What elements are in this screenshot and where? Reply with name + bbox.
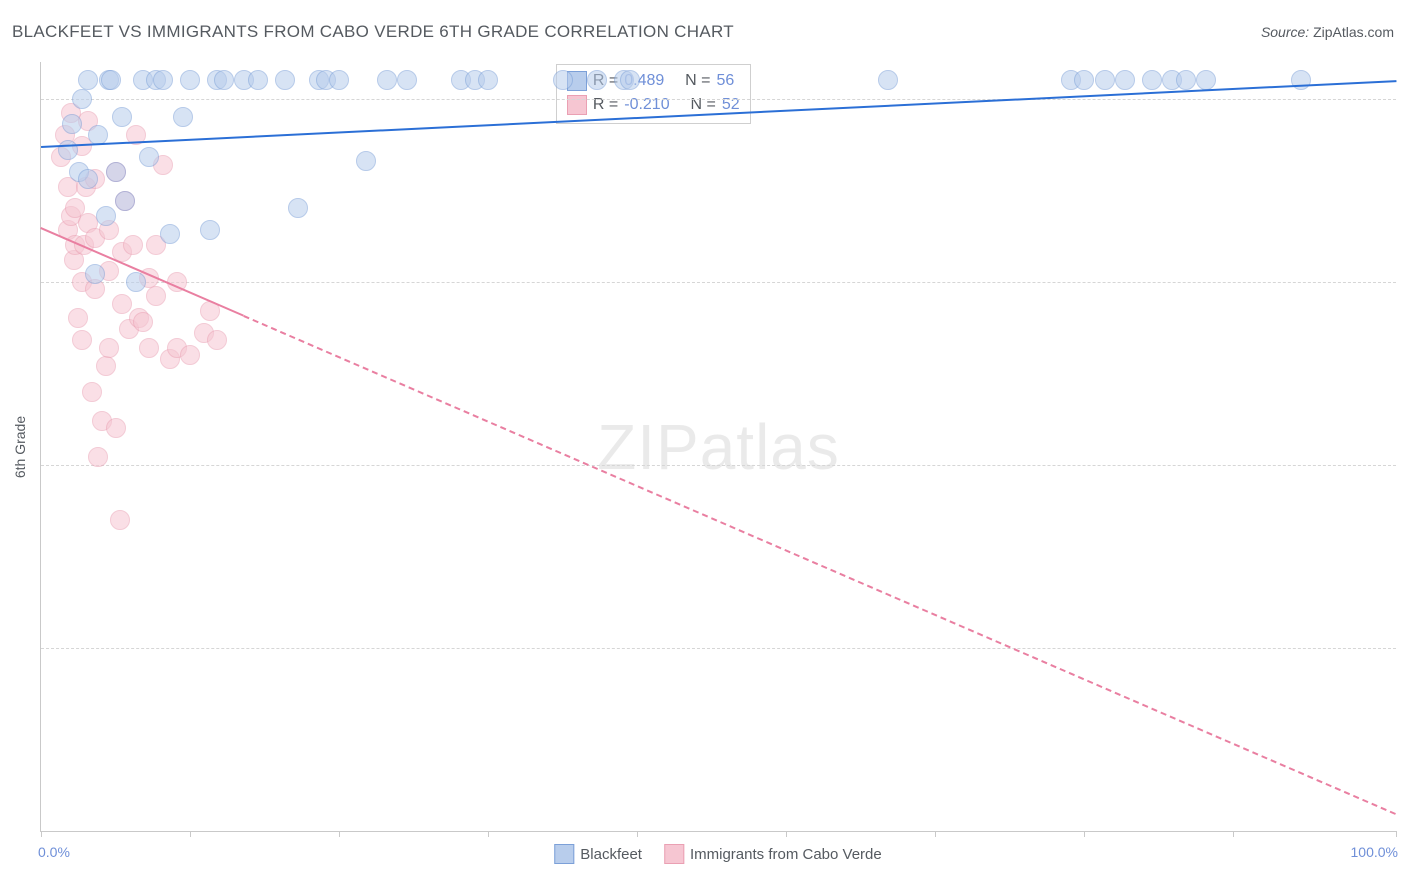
- gridline: [41, 648, 1396, 649]
- marker-blackfeet: [139, 147, 159, 167]
- marker-blackfeet: [115, 191, 135, 211]
- marker-blackfeet: [153, 70, 173, 90]
- marker-caboverde: [88, 447, 108, 467]
- legend-item-caboverde: Immigrants from Cabo Verde: [664, 844, 882, 864]
- gridline: [41, 465, 1396, 466]
- y-axis-label: 6th Grade: [12, 416, 28, 478]
- marker-blackfeet: [126, 272, 146, 292]
- watermark: ZIPatlas: [597, 410, 840, 484]
- marker-caboverde: [110, 510, 130, 530]
- marker-blackfeet: [248, 70, 268, 90]
- marker-blackfeet: [553, 70, 573, 90]
- marker-blackfeet: [78, 169, 98, 189]
- x-tick: [190, 831, 191, 837]
- legend-item-blackfeet: Blackfeet: [554, 844, 642, 864]
- n-label-a: N =: [685, 72, 710, 90]
- marker-blackfeet: [329, 70, 349, 90]
- marker-blackfeet: [180, 70, 200, 90]
- marker-blackfeet: [1176, 70, 1196, 90]
- marker-blackfeet: [620, 70, 640, 90]
- marker-caboverde: [72, 330, 92, 350]
- x-tick: [339, 831, 340, 837]
- chart-header: BLACKFEET VS IMMIGRANTS FROM CABO VERDE …: [12, 22, 1394, 42]
- watermark-atlas: atlas: [700, 411, 840, 483]
- marker-caboverde: [112, 294, 132, 314]
- swatch-blackfeet-icon: [554, 844, 574, 864]
- legend-label-blackfeet: Blackfeet: [580, 846, 642, 863]
- gridline: [41, 282, 1396, 283]
- marker-blackfeet: [1074, 70, 1094, 90]
- marker-caboverde: [207, 330, 227, 350]
- y-tick-label: 90.0%: [1401, 457, 1406, 473]
- marker-blackfeet: [397, 70, 417, 90]
- marker-blackfeet: [288, 198, 308, 218]
- marker-blackfeet: [1291, 70, 1311, 90]
- marker-blackfeet: [200, 220, 220, 240]
- x-tick: [1084, 831, 1085, 837]
- marker-caboverde: [96, 356, 116, 376]
- x-tick: [935, 831, 936, 837]
- marker-blackfeet: [1142, 70, 1162, 90]
- marker-caboverde: [82, 382, 102, 402]
- marker-caboverde: [133, 312, 153, 332]
- marker-caboverde: [123, 235, 143, 255]
- watermark-zip: ZIP: [597, 411, 700, 483]
- marker-blackfeet: [275, 70, 295, 90]
- marker-caboverde: [68, 308, 88, 328]
- correlation-legend: R = 0.489 N = 56 R = -0.210 N = 52: [556, 64, 751, 124]
- y-tick-label: 85.0%: [1401, 640, 1406, 656]
- marker-blackfeet: [377, 70, 397, 90]
- plot-canvas: ZIPatlas R = 0.489 N = 56 R = -0.210 N =…: [40, 62, 1396, 832]
- marker-blackfeet: [214, 70, 234, 90]
- marker-blackfeet: [112, 107, 132, 127]
- marker-caboverde: [146, 286, 166, 306]
- swatch-caboverde-icon: [664, 844, 684, 864]
- marker-blackfeet: [587, 70, 607, 90]
- x-axis-max-label: 100.0%: [1351, 844, 1398, 860]
- marker-caboverde: [139, 338, 159, 358]
- marker-blackfeet: [478, 70, 498, 90]
- marker-blackfeet: [356, 151, 376, 171]
- gridline: [41, 99, 1396, 100]
- source-label: Source:: [1261, 24, 1309, 40]
- marker-blackfeet: [106, 162, 126, 182]
- marker-blackfeet: [101, 70, 121, 90]
- trendline: [243, 315, 1396, 815]
- marker-blackfeet: [1196, 70, 1216, 90]
- marker-blackfeet: [72, 89, 92, 109]
- marker-caboverde: [180, 345, 200, 365]
- source-attribution: Source: ZipAtlas.com: [1261, 24, 1394, 40]
- marker-blackfeet: [173, 107, 193, 127]
- x-axis-min-label: 0.0%: [38, 844, 70, 860]
- x-tick: [1396, 831, 1397, 837]
- marker-blackfeet: [878, 70, 898, 90]
- y-tick-label: 100.0%: [1401, 91, 1406, 107]
- marker-blackfeet: [96, 206, 116, 226]
- y-tick-label: 95.0%: [1401, 274, 1406, 290]
- marker-blackfeet: [62, 114, 82, 134]
- marker-blackfeet: [85, 264, 105, 284]
- series-legend: Blackfeet Immigrants from Cabo Verde: [554, 844, 881, 864]
- source-value: ZipAtlas.com: [1313, 24, 1394, 40]
- x-tick: [41, 831, 42, 837]
- x-tick: [1233, 831, 1234, 837]
- x-tick: [637, 831, 638, 837]
- marker-blackfeet: [160, 224, 180, 244]
- plot-area: 6th Grade ZIPatlas R = 0.489 N = 56 R = …: [40, 62, 1396, 832]
- marker-blackfeet: [1095, 70, 1115, 90]
- marker-caboverde: [106, 418, 126, 438]
- marker-blackfeet: [78, 70, 98, 90]
- marker-blackfeet: [1115, 70, 1135, 90]
- x-tick: [488, 831, 489, 837]
- x-tick: [786, 831, 787, 837]
- n-value-a: 56: [717, 72, 735, 90]
- marker-caboverde: [99, 338, 119, 358]
- legend-label-caboverde: Immigrants from Cabo Verde: [690, 846, 882, 863]
- chart-title: BLACKFEET VS IMMIGRANTS FROM CABO VERDE …: [12, 22, 734, 42]
- marker-blackfeet: [58, 140, 78, 160]
